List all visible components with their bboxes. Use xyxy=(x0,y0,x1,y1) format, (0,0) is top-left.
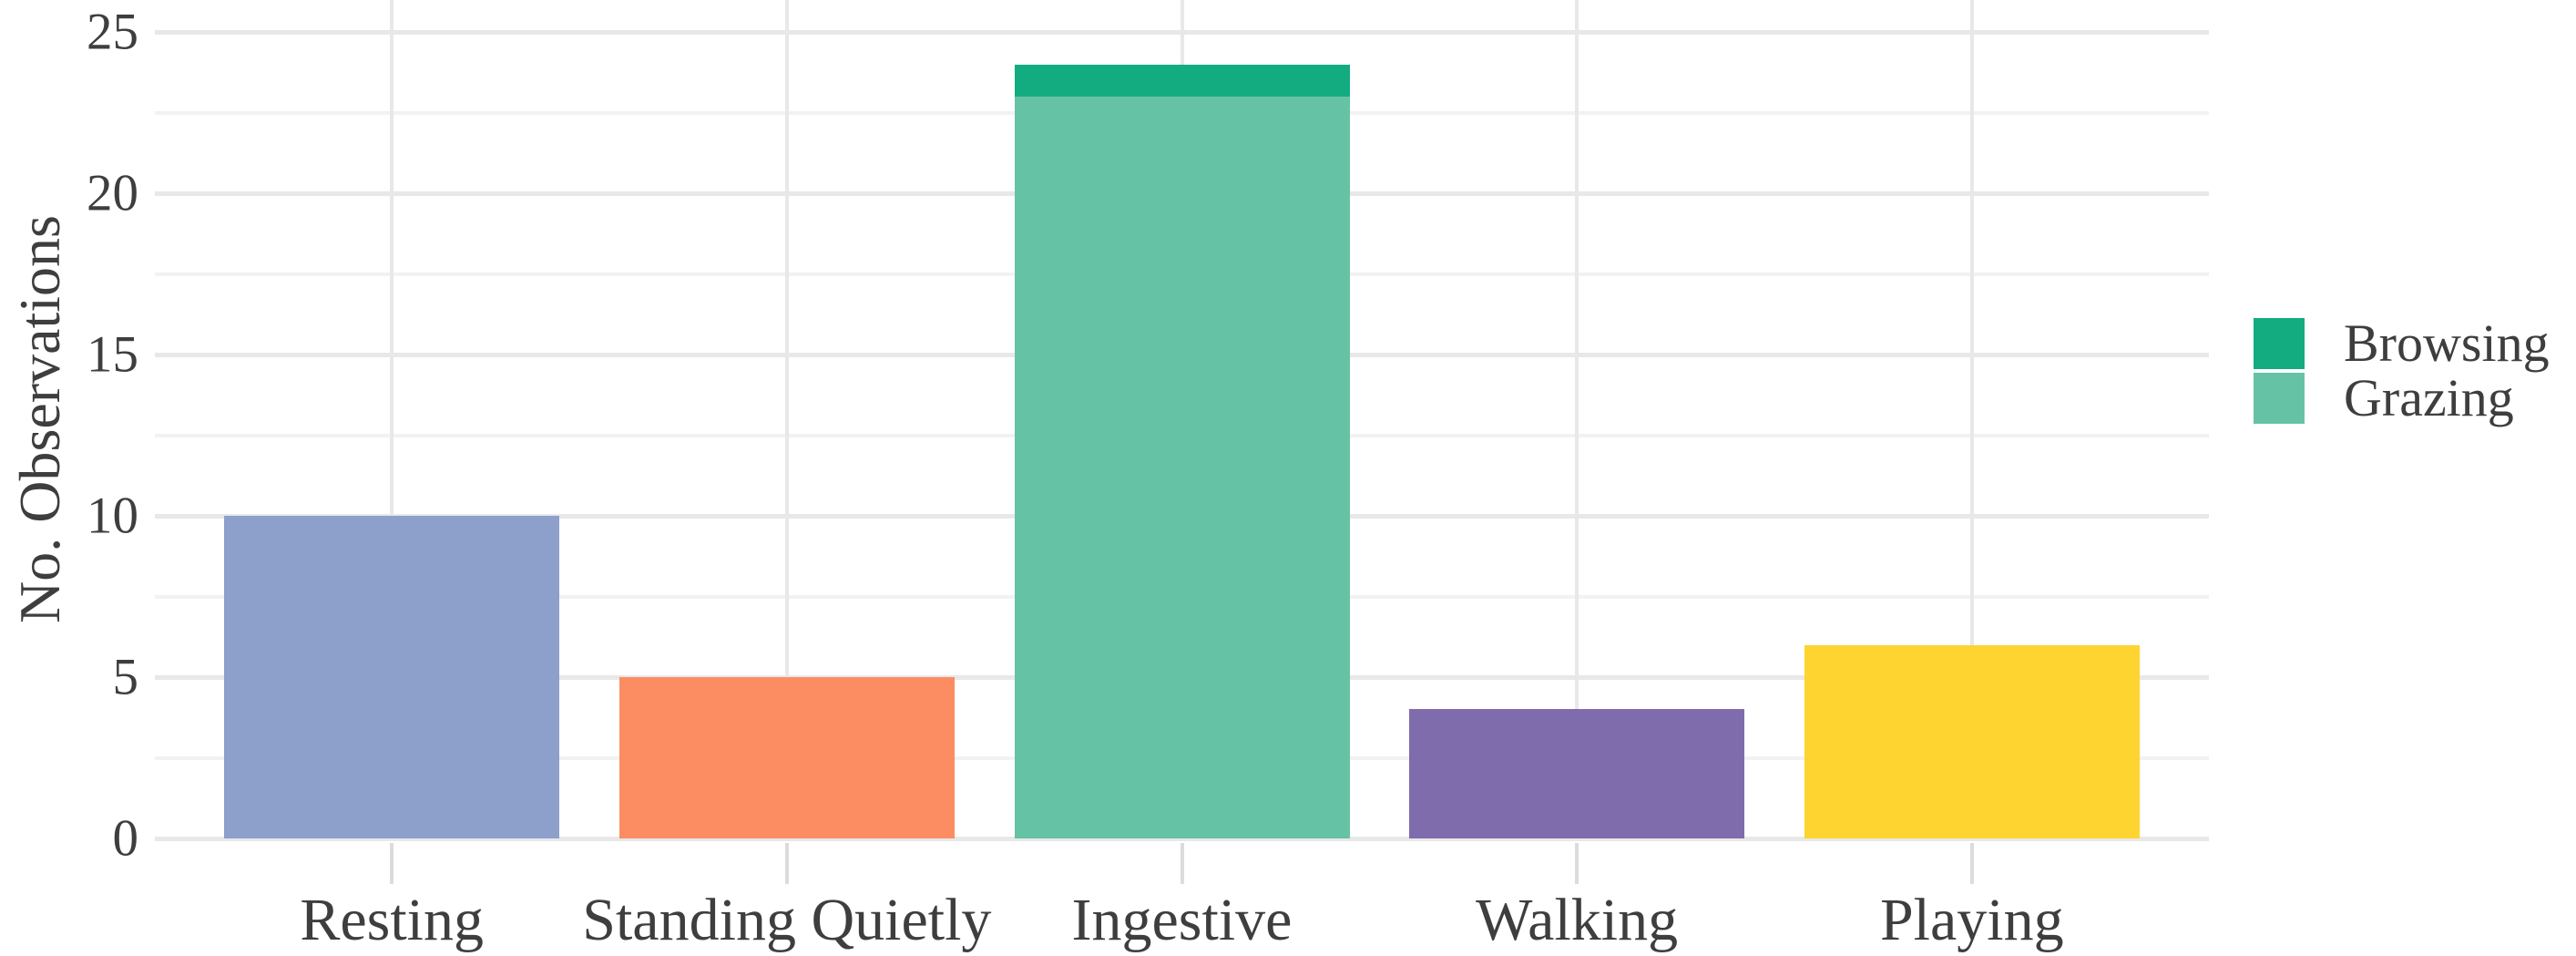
legend: Browsing Grazing xyxy=(2254,314,2550,427)
y-axis-title: No. Observations xyxy=(7,215,72,623)
bar-ingestive xyxy=(1014,64,1350,838)
bar-segment-walking xyxy=(1409,709,1745,838)
bar-segment-grazing xyxy=(1014,97,1350,838)
x-tick-mark xyxy=(1180,843,1184,884)
x-tick-label: Ingestive xyxy=(1071,887,1293,953)
gridline-vertical xyxy=(1969,0,1974,838)
y-tick-label: 10 xyxy=(87,487,138,545)
bar-standing-quietly xyxy=(618,677,955,838)
gridline-vertical xyxy=(784,0,789,838)
y-tick-label: 15 xyxy=(87,325,138,384)
x-tick-mark xyxy=(784,843,789,884)
bar-segment-standing-quietly xyxy=(618,677,955,838)
legend-item-browsing: Browsing xyxy=(2254,314,2550,373)
bar-resting xyxy=(224,516,560,838)
x-tick-mark xyxy=(390,843,394,884)
legend-swatch-browsing xyxy=(2254,318,2305,369)
gridline-vertical xyxy=(390,0,394,838)
legend-label: Grazing xyxy=(2344,368,2514,427)
gridline-major xyxy=(155,837,2209,841)
y-tick-label: 20 xyxy=(87,164,138,222)
gridline-vertical xyxy=(1575,0,1579,838)
legend-item-grazing: Grazing xyxy=(2254,368,2550,427)
x-tick-label: Walking xyxy=(1476,887,1679,953)
x-tick-mark xyxy=(1969,843,1974,884)
plot-panel xyxy=(155,0,2209,841)
y-tick-label: 25 xyxy=(87,3,138,61)
bar-segment-playing xyxy=(1804,644,2140,838)
x-tick-mark xyxy=(1575,843,1579,884)
y-tick-label: 0 xyxy=(112,809,139,868)
legend-swatch-grazing xyxy=(2254,373,2305,424)
bar-segment-browsing xyxy=(1014,64,1350,98)
x-tick-label: Playing xyxy=(1879,887,2064,953)
y-tick-label: 5 xyxy=(112,648,139,706)
x-tick-label: Resting xyxy=(300,887,485,953)
legend-label: Browsing xyxy=(2344,314,2550,373)
x-tick-label: Standing Quietly xyxy=(582,887,992,953)
bar-playing xyxy=(1804,644,2140,838)
bar-segment-resting xyxy=(224,516,560,838)
bar-walking xyxy=(1409,709,1745,838)
